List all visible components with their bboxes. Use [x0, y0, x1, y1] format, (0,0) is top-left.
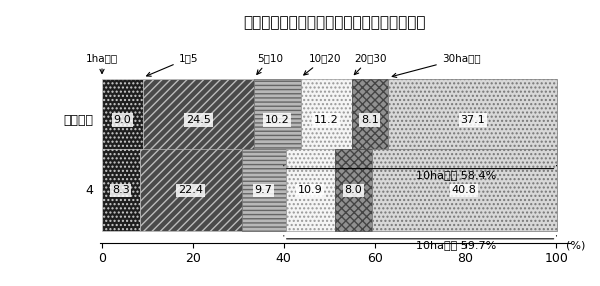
Bar	[352, 79, 388, 161]
Text: 1〜5: 1〜5	[146, 53, 198, 76]
Text: 24.5: 24.5	[186, 115, 211, 125]
Text: 10.9: 10.9	[298, 185, 323, 195]
Bar	[242, 149, 286, 231]
Text: 10〜20: 10〜20	[304, 53, 341, 75]
Text: 22.4: 22.4	[178, 185, 203, 195]
Text: 10.2: 10.2	[265, 115, 290, 125]
Bar	[286, 149, 335, 231]
Text: 20〜30: 20〜30	[354, 53, 386, 75]
Text: 37.1: 37.1	[460, 115, 485, 125]
Text: 30ha以上: 30ha以上	[392, 53, 481, 78]
Bar	[254, 79, 301, 161]
Text: 8.3: 8.3	[112, 185, 130, 195]
Text: 令和３年: 令和３年	[63, 114, 93, 127]
Text: 4: 4	[85, 184, 93, 197]
Text: 40.8: 40.8	[452, 185, 476, 195]
Text: 8.0: 8.0	[344, 185, 362, 195]
Text: 5〜10: 5〜10	[257, 53, 283, 74]
Text: 11.2: 11.2	[314, 115, 338, 125]
Bar	[335, 149, 371, 231]
Text: 8.1: 8.1	[361, 115, 379, 125]
Bar	[102, 149, 140, 231]
Text: (%): (%)	[566, 240, 585, 250]
Text: 1ha未満: 1ha未満	[86, 53, 118, 74]
Bar	[388, 79, 557, 161]
Title: 経営耕地面積規模別の経営耕地面積（全国）: 経営耕地面積規模別の経営耕地面積（全国）	[244, 15, 426, 30]
Bar	[140, 149, 242, 231]
Text: 10ha以上 59.7%: 10ha以上 59.7%	[416, 240, 497, 250]
Bar	[143, 79, 254, 161]
Text: 10ha以上 58.4%: 10ha以上 58.4%	[416, 170, 497, 180]
Text: 9.0: 9.0	[113, 115, 131, 125]
Bar	[301, 79, 352, 161]
Bar	[102, 79, 143, 161]
Bar	[371, 149, 557, 231]
Text: 9.7: 9.7	[254, 185, 272, 195]
